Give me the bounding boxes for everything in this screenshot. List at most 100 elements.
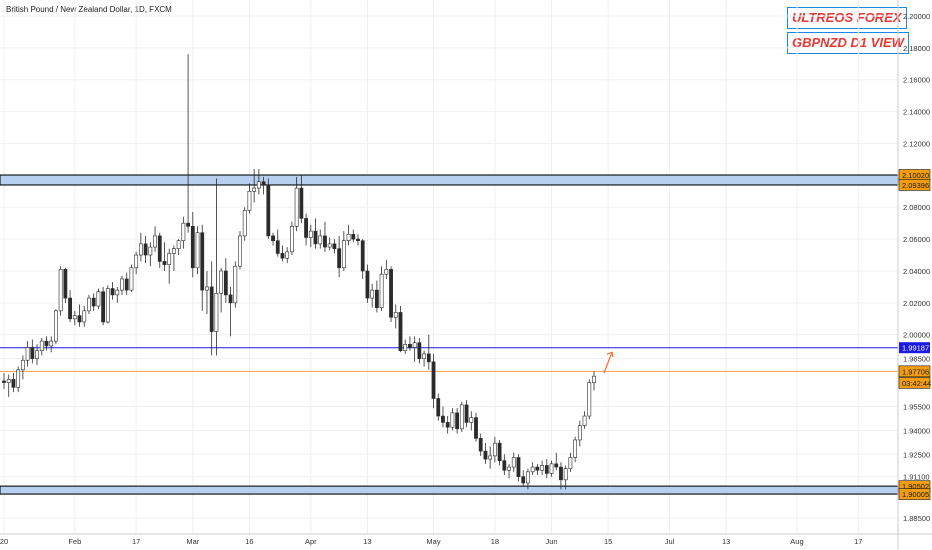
candle-body: [337, 248, 342, 269]
candle-body: [290, 226, 294, 253]
candle-body: [299, 187, 304, 219]
price-badge-text: 03:42:44: [902, 379, 931, 388]
candle-body: [190, 226, 195, 269]
y-tick-label: 2.12000: [903, 139, 930, 148]
price-badge-box: [899, 342, 930, 354]
y-tick-label: 2.14000: [903, 108, 930, 117]
candle-body: [195, 232, 200, 269]
y-tick-label: 2.06000: [903, 235, 930, 244]
candle-body: [261, 181, 266, 186]
price-badge: 1.90005: [898, 488, 931, 500]
candle-body: [82, 310, 87, 323]
candle-body: [2, 380, 6, 383]
candle-body: [540, 465, 544, 471]
candle-body: [16, 369, 21, 388]
candle-body: [351, 234, 356, 240]
brand-watermark: ULTREOS FOREX: [787, 7, 907, 29]
candle-body: [11, 379, 16, 388]
candle-body: [549, 463, 554, 474]
candle-body: [233, 265, 238, 304]
candle-body: [507, 466, 511, 471]
candle-body: [313, 230, 318, 245]
y-tick-label: 1.88500: [903, 514, 930, 523]
chart-symbol-title: British Pound / New Zealand Dollar, 1D, …: [6, 5, 172, 14]
candle-body: [469, 417, 474, 423]
candle-body: [96, 291, 101, 307]
candle-body: [398, 312, 403, 351]
candle-body: [516, 457, 521, 477]
price-badge-box: [898, 488, 931, 500]
candle-body: [25, 347, 30, 361]
y-tick-label: 1.92500: [903, 450, 930, 459]
x-tick-label: 18: [491, 537, 499, 546]
price-badge: 03:42:44: [898, 377, 931, 389]
candle-body: [252, 187, 257, 192]
candles-layer: [2, 54, 614, 490]
y-tick-label: 2.16000: [903, 76, 930, 85]
candle-body: [459, 404, 464, 430]
candle-body: [101, 291, 106, 323]
price-badge: 2.09396: [898, 179, 931, 191]
candle-body: [58, 269, 63, 312]
candle-body: [63, 269, 68, 299]
candle-body: [431, 361, 436, 399]
candle-body: [238, 235, 242, 267]
y-tick-label: 2.00000: [903, 331, 930, 340]
candle-body: [450, 412, 455, 428]
candle-body: [129, 267, 134, 291]
price-badge-text: 2.10020: [902, 171, 929, 180]
candle-body: [455, 412, 460, 430]
candle-body: [497, 442, 502, 461]
candle-body: [247, 190, 252, 211]
candle-body: [360, 240, 365, 272]
candle-body: [285, 251, 290, 259]
x-tick-label: 16: [245, 537, 253, 546]
candle-body: [157, 235, 162, 262]
y-tick-label: 1.94000: [903, 426, 930, 435]
y-tick-label: 2.04000: [903, 267, 930, 276]
candle-body: [389, 269, 393, 318]
candle-body: [49, 340, 54, 347]
price-badge-text: 1.90502: [902, 482, 929, 491]
candle-body: [124, 278, 129, 291]
candle-body: [77, 315, 82, 323]
candle-body: [492, 442, 497, 457]
y-tick-label: 1.98500: [903, 355, 930, 364]
candle-body: [332, 243, 337, 249]
price-badge: 1.99187: [899, 342, 930, 354]
candle-body: [280, 253, 285, 259]
candle-body: [417, 342, 422, 359]
price-badge-box: [898, 179, 931, 191]
candle-body: [488, 455, 493, 460]
candle-body: [592, 375, 596, 383]
candle-body: [209, 286, 214, 332]
candle-body: [223, 270, 228, 296]
price-badge-box: [898, 377, 931, 389]
candle-body: [374, 289, 379, 308]
chart-view-watermark: GBPNZD D1 VIEW: [787, 32, 909, 54]
y-tick-label: 1.91100: [903, 473, 930, 482]
candle-body: [105, 288, 110, 323]
price-badge-text: 2.09396: [902, 181, 929, 190]
candle-body: [44, 340, 49, 347]
x-tick-label: Mar: [186, 537, 199, 546]
candle-body: [521, 476, 526, 484]
candle-body: [39, 340, 44, 351]
candle-body: [266, 184, 271, 237]
candle-body: [143, 243, 148, 256]
x-tick-label: 13: [363, 537, 371, 546]
candle-body: [412, 342, 417, 348]
price-badge: 1.97706: [898, 365, 931, 378]
x-tick-label: Jun: [545, 537, 557, 546]
candle-body: [318, 235, 323, 245]
candle-body: [148, 246, 153, 256]
candle-body: [242, 210, 247, 237]
candle-body: [219, 270, 224, 294]
grid-layer: [0, 0, 898, 534]
candle-body: [134, 254, 139, 269]
candle-body: [384, 269, 389, 275]
candle-body: [403, 344, 408, 351]
candle-body: [379, 273, 384, 308]
candle-body: [72, 315, 77, 320]
